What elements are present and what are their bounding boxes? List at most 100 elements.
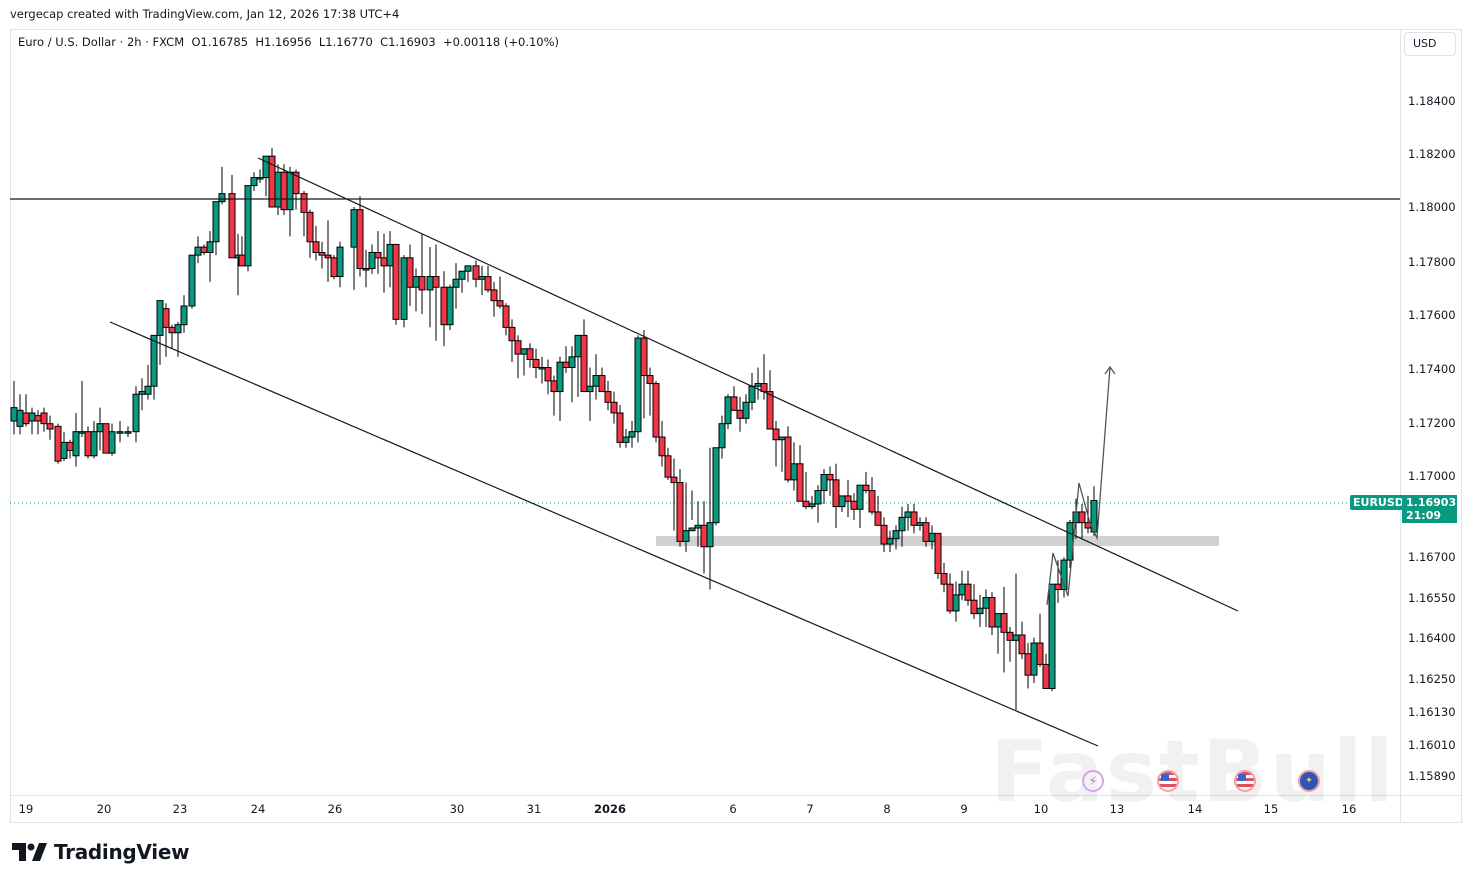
- candle-down: [312, 241, 320, 253]
- price-tick-label: 1.18200: [1408, 147, 1456, 161]
- candle-down: [54, 425, 62, 462]
- candle-up: [538, 367, 546, 370]
- candle-up: [362, 268, 370, 271]
- candle-up: [256, 177, 264, 180]
- candle-down: [964, 583, 972, 601]
- us-flag-event-icon[interactable]: [1157, 770, 1179, 792]
- candle-up: [952, 594, 960, 612]
- tradingview-logo[interactable]: TradingView: [12, 840, 190, 864]
- price-tick-label: 1.18000: [1408, 200, 1456, 214]
- symbol-legend[interactable]: Euro / U.S. Dollar · 2h · FXCM O1.16785 …: [18, 35, 560, 49]
- candle-down: [862, 484, 870, 492]
- price-tick-label: 1.18400: [1408, 94, 1456, 108]
- candle-up: [188, 254, 196, 307]
- candle-up: [712, 447, 720, 524]
- candle-up: [244, 185, 252, 267]
- time-tick-label: 19: [18, 802, 34, 816]
- candle-up: [180, 305, 188, 326]
- candle-down: [472, 265, 480, 280]
- candle-down: [514, 340, 522, 355]
- candle-up: [350, 209, 358, 248]
- candle-down: [784, 436, 792, 481]
- candle-down: [324, 254, 332, 259]
- candle-up: [368, 251, 376, 270]
- candle-down: [550, 380, 558, 393]
- last-price-value: 1.16903: [1406, 496, 1457, 509]
- candle-down: [610, 401, 618, 414]
- candle-up: [814, 490, 822, 505]
- candle-up: [742, 401, 750, 419]
- price-tick-label: 1.16550: [1408, 591, 1456, 605]
- candle-up: [820, 474, 828, 492]
- time-tick-label: 16: [1341, 802, 1357, 816]
- candle-up: [336, 246, 344, 278]
- candle-up: [754, 383, 762, 387]
- candle-up: [150, 334, 158, 387]
- price-tick-label: 1.17800: [1408, 255, 1456, 269]
- time-tick-label: 26: [327, 802, 343, 816]
- time-tick-label: 23: [172, 802, 188, 816]
- candle-down: [374, 251, 382, 259]
- candle-down: [168, 326, 176, 334]
- price-tick-label: 1.15890: [1408, 769, 1456, 783]
- candle-down: [934, 532, 942, 574]
- candle-down: [544, 367, 552, 382]
- candle-up: [994, 613, 1002, 628]
- candle-down: [868, 490, 876, 513]
- currency-selector[interactable]: USD: [1404, 32, 1456, 56]
- candle-up: [262, 155, 270, 179]
- time-tick-label: 2026: [593, 802, 627, 816]
- candle-up: [748, 385, 756, 403]
- time-tick-label: 7: [806, 802, 814, 816]
- candle-up: [682, 530, 690, 542]
- candle-up: [124, 431, 132, 434]
- candle-up: [96, 423, 104, 433]
- projection-arrow-head: [1104, 365, 1116, 375]
- us-flag-event-icon[interactable]: [1234, 770, 1256, 792]
- candle-up: [28, 412, 36, 422]
- lightning-event-icon[interactable]: ⚡: [1082, 770, 1104, 792]
- candle-up: [568, 356, 576, 368]
- time-tick-label: 8: [883, 802, 891, 816]
- bar-countdown: 21:09: [1406, 509, 1442, 522]
- candle-down: [306, 211, 314, 243]
- candle-up: [718, 423, 726, 449]
- candle-down: [1036, 642, 1044, 665]
- candle-down: [826, 474, 834, 481]
- candle-up: [174, 324, 182, 334]
- time-tick-label: 20: [96, 802, 112, 816]
- candle-up: [274, 171, 282, 208]
- candle-down: [850, 500, 858, 510]
- candle-up: [586, 385, 594, 393]
- candle-down: [880, 524, 888, 545]
- candle-down: [490, 289, 498, 302]
- candle-down: [102, 423, 110, 454]
- candle-up: [132, 393, 140, 433]
- candle-down: [356, 209, 364, 270]
- candle-up: [194, 246, 202, 256]
- candle-down: [526, 348, 534, 360]
- candle-up: [108, 431, 116, 454]
- candle-up: [892, 530, 900, 540]
- candle-down: [766, 391, 774, 430]
- candle-down: [532, 358, 540, 369]
- candle-up: [556, 361, 564, 393]
- price-tick-label: 1.16250: [1408, 672, 1456, 686]
- tradingview-logo-icon: [12, 843, 47, 861]
- candle-up: [212, 201, 220, 243]
- candle-up: [976, 607, 984, 615]
- eu-flag-event-icon[interactable]: ✦: [1298, 770, 1320, 792]
- candle-up: [958, 583, 966, 596]
- candle-up: [838, 495, 846, 508]
- candle-down: [640, 337, 648, 377]
- candle-down: [832, 479, 840, 508]
- candle-up: [1048, 583, 1056, 689]
- candle-up: [400, 257, 408, 320]
- candle-down: [392, 243, 400, 320]
- candle-up: [464, 265, 472, 272]
- time-tick-label: 9: [960, 802, 968, 816]
- candle-down: [616, 412, 624, 443]
- candle-down: [1000, 613, 1008, 633]
- candle-down: [228, 193, 236, 259]
